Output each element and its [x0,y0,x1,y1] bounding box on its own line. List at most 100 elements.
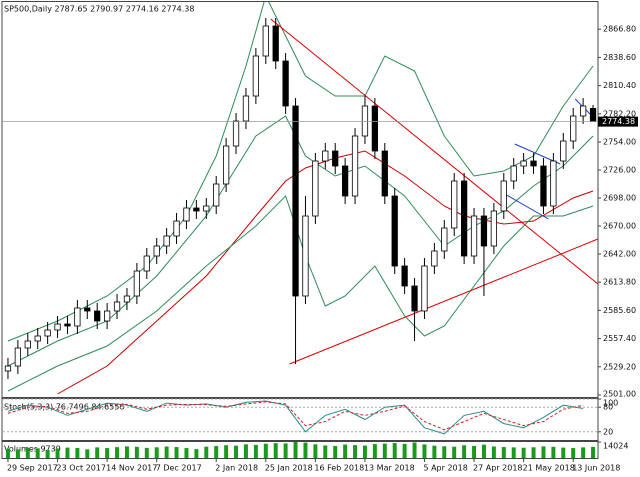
candle-body [133,270,141,297]
volume-bar [243,444,248,458]
candle-body [203,205,210,212]
candle-body [411,285,418,312]
volume-bar [551,446,556,458]
candle-body [54,323,61,331]
candle-body [302,215,309,297]
volume-bar [313,444,318,458]
volume-bar [5,448,10,458]
candle-body [579,105,587,117]
volume-bar [442,446,447,458]
candle-body [143,255,150,272]
volume-bar [591,446,596,458]
candle-body [351,135,359,197]
candle-body [163,235,170,247]
volume-bar [303,442,308,458]
volume-bar [253,444,258,458]
candle-body [322,150,329,162]
volume-bar [55,448,60,458]
volume-bar [105,448,110,458]
candle-body [74,307,81,327]
volume-bar [491,446,496,458]
volume-bar [541,446,546,458]
candle-body [550,160,557,207]
x-tick-label: 23 Oct 2017 [57,464,106,473]
volume-bar [115,447,120,458]
volume-bar [224,445,229,458]
x-tick-label: 13 Mar 2018 [364,464,415,473]
volume-bar [362,445,367,458]
candle-body [401,265,408,287]
stoch-line [7,401,584,431]
volume-bar [263,443,268,458]
x-tick-label: 16 Feb 2018 [314,464,364,473]
candle-body [570,115,577,142]
volume-bar [184,448,189,458]
volume-bar [581,447,586,458]
volume-bar [422,444,427,458]
y-tick-label: 2726.00 [603,166,636,175]
candle-body [530,160,537,167]
y-tick-label: 2838.60 [603,53,636,62]
candle-body [500,180,507,212]
overlay-line [270,18,598,285]
candle-body [312,160,319,217]
y-tick-label: 2782.20 [603,109,636,118]
volume-bar [65,447,70,458]
volume-bar [452,446,457,458]
candle-body [193,207,200,212]
candle-body [421,265,428,312]
volume-title: Volumes 9739 [4,445,61,454]
x-tick-label: 7 Dec 2017 [156,464,202,473]
candle-body [282,60,289,107]
x-tick-label: 29 Sep 2017 [7,464,58,473]
candle-body [272,25,279,62]
volume-bar [462,445,467,458]
volume-bar [25,447,30,458]
volume-bar [204,446,209,458]
volume-bar [134,446,139,458]
candle-body [341,165,349,197]
candle-body [252,55,260,97]
y-tick-label: 2754.00 [603,138,636,147]
volume-bar [521,447,526,458]
y-tick-label: 100 [603,399,618,408]
volume-bar [323,445,328,458]
volume-bar [75,447,80,458]
candle-body [183,207,190,222]
candle-body [94,310,101,322]
candle-body [332,150,339,167]
x-tick-label: 25 Jan 2018 [265,464,313,473]
y-tick-label: 2529.20 [603,362,636,371]
candle-body [391,195,398,267]
y-tick-label: 2866.80 [603,25,636,34]
candle-body [451,180,458,229]
volume-bar [154,447,159,458]
volume-bar [45,450,50,458]
candle-body [371,105,379,152]
candle-body [232,120,240,147]
candle-body [123,295,131,303]
volume-bar [95,447,100,458]
volume-bar [15,449,20,458]
candle-body [510,165,517,182]
volume-bar [481,444,486,458]
x-tick-label: 14 Nov 2017 [106,464,157,473]
volume-bar [234,445,239,458]
x-tick-label: 21 May 2018 [523,464,575,473]
x-tick-label: 2 Jan 2018 [215,464,258,473]
volume-bar [372,444,377,458]
candle-body [24,340,31,349]
candle-body [34,335,41,342]
main-plot [4,2,598,395]
candle-body [14,347,22,367]
overlay-line [504,193,549,220]
candle-body [292,105,299,297]
overlay-line [7,195,594,392]
volume-bar [283,443,288,458]
candle-body [441,227,448,252]
volume-bar [571,448,576,458]
volume-bar [273,443,278,458]
y-tick-label: 2501.00 [603,390,636,399]
volume-bar [412,442,417,458]
